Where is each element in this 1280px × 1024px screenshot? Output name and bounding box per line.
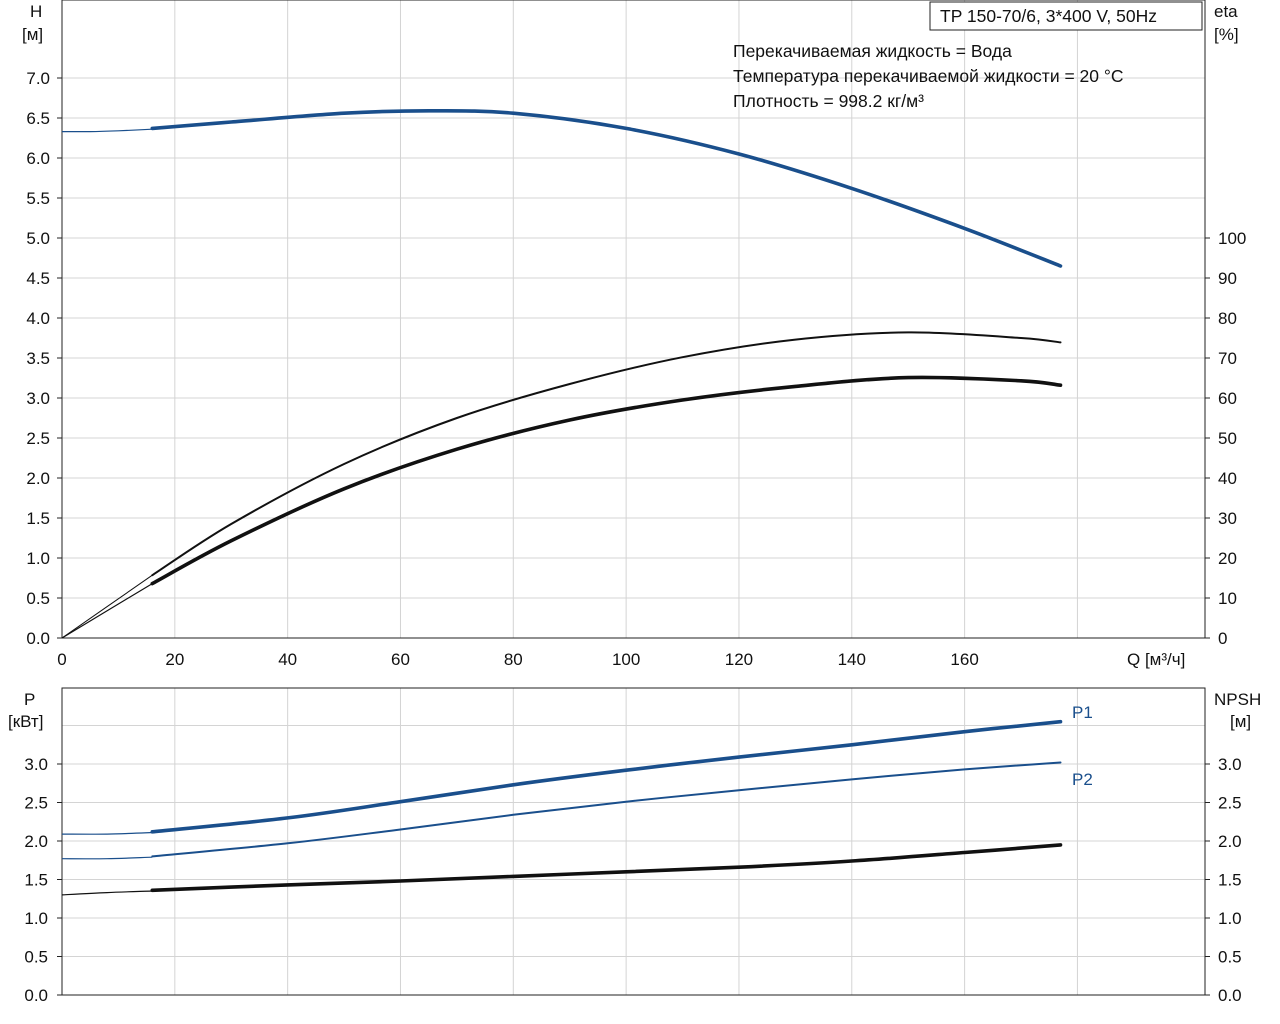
p-tick-label: 0.5	[24, 948, 48, 967]
p-tick-label: 0.0	[24, 986, 48, 1005]
h-tick-label: 3.0	[26, 389, 50, 408]
h-tick-label: 5.5	[26, 189, 50, 208]
h-tick-label: 4.0	[26, 309, 50, 328]
top-tick-labels: 0.0 0.5 1.0 1.5 2.0 2.5 3.0 3.5 4.0 4.5 5.0 5.5 6.0 6…	[26, 69, 1246, 669]
eta-tick-label: 50	[1218, 429, 1237, 448]
q-axis-label: Q [м³/ч]	[1127, 650, 1185, 669]
h-tick-label: 1.5	[26, 509, 50, 528]
h-axis-unit: [м]	[22, 25, 43, 44]
p-axis-label: P	[24, 690, 35, 709]
eta-pump-extension-line	[61, 574, 153, 639]
npsh-tick-label: 1.0	[1218, 909, 1242, 928]
eta-total-extension-line	[61, 583, 153, 639]
bottom-series	[61, 719, 1063, 896]
top-plot-frame	[61, 0, 1206, 639]
q-tick-label: 120	[725, 650, 753, 669]
npsh-tick-label: 2.0	[1218, 832, 1242, 851]
info-temperature: Температура перекачиваемой жидкости = 20…	[733, 66, 1124, 86]
h-tick-label: 2.5	[26, 429, 50, 448]
eta-total-curve	[150, 375, 1063, 586]
h-tick-label: 4.5	[26, 269, 50, 288]
npsh-tick-label: 0.0	[1218, 986, 1242, 1005]
eta-tick-label: 40	[1218, 469, 1237, 488]
npsh-extension-line	[61, 890, 153, 896]
q-tick-label: 60	[391, 650, 410, 669]
npsh-tick-label: 1.5	[1218, 871, 1242, 890]
p-tick-label: 1.5	[24, 871, 48, 890]
eta-tick-label: 80	[1218, 309, 1237, 328]
h-tick-label: 7.0	[26, 69, 50, 88]
h-tick-label: 3.5	[26, 349, 50, 368]
q-tick-label: 20	[165, 650, 184, 669]
chart-title: TP 150-70/6, 3*400 V, 50Hz	[940, 6, 1157, 26]
eta-axis-label: eta	[1214, 2, 1238, 21]
q-tick-label: 40	[278, 650, 297, 669]
h-tick-label: 5.0	[26, 229, 50, 248]
top-series	[61, 108, 1063, 639]
eta-tick-label: 60	[1218, 389, 1237, 408]
top-panel: TP 150-70/6, 3*400 V, 50Hz Перекачиваема…	[22, 0, 1246, 669]
bottom-tick-labels: 0.0 0.5 1.0 1.5 2.0 2.5 3.0 0.0 0.5 1.0 1.5 2.0 2.5 3…	[24, 755, 1241, 1005]
p-tick-label: 3.0	[24, 755, 48, 774]
eta-tick-label: 0	[1218, 629, 1227, 648]
p2-curve	[151, 761, 1062, 858]
q-tick-label: 80	[504, 650, 523, 669]
p1-series-label: P1	[1072, 703, 1093, 722]
q-tick-label: 100	[612, 650, 640, 669]
h-tick-label: 1.0	[26, 549, 50, 568]
info-liquid: Перекачиваемая жидкость = Вода	[733, 41, 1012, 61]
npsh-axis-label: NPSH	[1214, 690, 1261, 709]
bottom-panel: P [кВт] NPSH [м] 0.00.51.01.52.02.53.00.…	[8, 687, 1261, 1005]
eta-tick-label: 20	[1218, 549, 1237, 568]
q-tick-label: 0	[57, 650, 66, 669]
title-box	[929, 1, 1203, 31]
npsh-tick-label: 3.0	[1218, 755, 1242, 774]
p1-curve	[150, 719, 1063, 834]
h-extension-line	[61, 128, 153, 133]
info-density: Плотность = 998.2 кг/м³	[733, 91, 924, 111]
eta-pump-curve	[151, 331, 1062, 577]
eta-tick-label: 100	[1218, 229, 1246, 248]
npsh-tick-label: 2.5	[1218, 794, 1242, 813]
p-tick-label: 1.0	[24, 909, 48, 928]
q-tick-label: 160	[950, 650, 978, 669]
h-tick-label: 6.5	[26, 109, 50, 128]
h-tick-label: 0.5	[26, 589, 50, 608]
npsh-axis-unit: [м]	[1230, 712, 1251, 731]
h-axis-label: H	[30, 2, 42, 21]
eta-tick-label: 70	[1218, 349, 1237, 368]
eta-tick-label: 90	[1218, 269, 1237, 288]
npsh-tick-label: 0.5	[1218, 948, 1242, 967]
h-tick-label: 0.0	[26, 629, 50, 648]
p-tick-label: 2.5	[24, 794, 48, 813]
p2-extension-line	[61, 856, 153, 860]
top-grid	[62, 0, 1205, 638]
eta-axis-unit: [%]	[1214, 25, 1239, 44]
eta-tick-label: 30	[1218, 509, 1237, 528]
q-tick-label: 140	[838, 650, 866, 669]
h-tick-label: 2.0	[26, 469, 50, 488]
h-curve	[150, 108, 1063, 268]
bottom-grid	[62, 688, 1205, 995]
p-tick-label: 2.0	[24, 832, 48, 851]
npsh-curve	[150, 843, 1063, 893]
p2-series-label: P2	[1072, 770, 1093, 789]
h-tick-label: 6.0	[26, 149, 50, 168]
p-axis-unit: [кВт]	[8, 712, 43, 731]
p1-extension-line	[61, 831, 153, 835]
eta-tick-label: 10	[1218, 589, 1237, 608]
